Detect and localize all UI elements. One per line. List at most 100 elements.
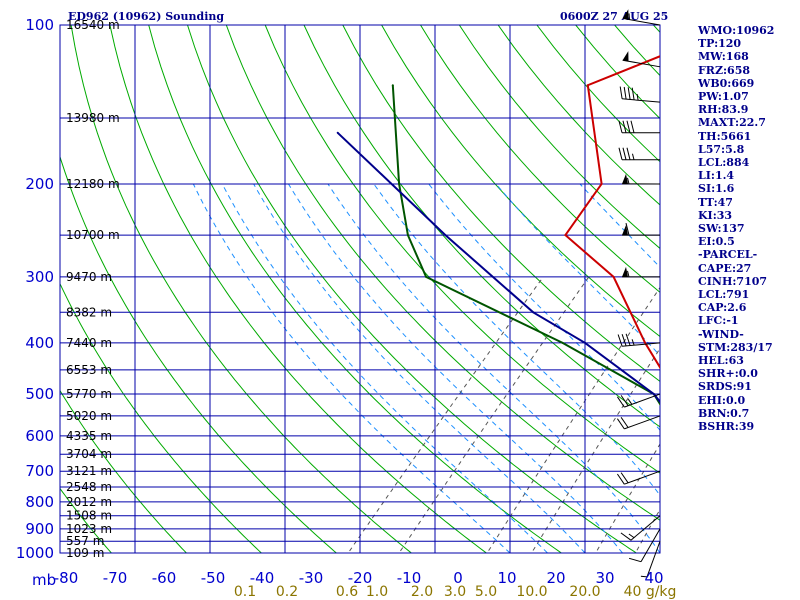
temperature-tick-label: -10 — [397, 569, 422, 587]
parameter-item: LCL:791 — [698, 288, 750, 302]
mixing-ratio-label: 2.0 — [411, 584, 433, 600]
parameter-item: BRN:0.7 — [698, 406, 750, 420]
temperature-line — [564, 55, 660, 370]
barb-pennant — [622, 51, 629, 62]
mixing-ratio-label: 10.0 — [516, 584, 547, 600]
height-label: 4335 m — [66, 429, 112, 443]
temperature-tick-label: -20 — [348, 569, 373, 587]
sounding-parameters: WMO:10962 TP:120 MW:168 FRZ:658 WB0:669 PW:1.… — [698, 24, 798, 433]
parameter-item: SI:1.6 — [698, 182, 735, 196]
temperature-tick-label: -30 — [299, 569, 324, 587]
barb-full — [626, 147, 631, 160]
dewpoint-point — [719, 515, 721, 517]
dry-adiabat — [187, 25, 638, 553]
dry-adiabat — [60, 487, 113, 553]
temperature-point — [600, 182, 603, 185]
dewpoint-line — [391, 85, 660, 406]
parcel-point — [718, 501, 720, 503]
wind-barb — [616, 470, 661, 485]
dewpoint-point — [561, 341, 564, 344]
temperature-tick-label: 40 — [644, 569, 663, 587]
height-label: 12180 m — [66, 177, 120, 191]
pressure-tick-label: 1000 — [16, 544, 54, 562]
mixing-ratio-label: 40 g/kg — [624, 584, 677, 600]
temperature-tick-label: 10 — [497, 569, 516, 587]
parcel-point — [766, 528, 768, 530]
parcel-point — [652, 393, 655, 396]
pressure-unit-label: mb — [32, 571, 56, 589]
dewpoint-point — [696, 470, 698, 472]
chart-title: ED962 (10962) Sounding — [68, 10, 225, 23]
height-label: 10700 m — [66, 228, 120, 242]
parcel-point — [686, 435, 688, 437]
pressure-tick-label: 500 — [25, 385, 54, 403]
wind-barb — [621, 173, 661, 185]
temperature-point — [644, 341, 647, 344]
chart-timestamp: 0600Z 27 AUG 25 — [560, 10, 669, 23]
parameter-item: -PARCEL- — [698, 248, 758, 262]
temperature-tick-label: -70 — [103, 569, 128, 587]
temperature-point — [675, 393, 677, 395]
moist-adiabat — [221, 183, 548, 553]
wind-barb — [622, 51, 661, 68]
temperature-point — [586, 84, 589, 87]
barb-full — [626, 120, 631, 133]
barb-full — [616, 396, 625, 408]
parameter-item: LI:1.4 — [698, 169, 735, 183]
parameter-item: L57:5.8 — [698, 142, 745, 156]
barb-full — [622, 147, 627, 160]
height-label: 7440 m — [66, 336, 112, 350]
barb-full — [619, 86, 623, 99]
parcel-point — [584, 341, 587, 344]
dry-adiabat — [420, 25, 660, 293]
height-label: 557 m — [66, 534, 104, 548]
temperature-tick-label: 0 — [453, 569, 463, 587]
parameter-item: PW:1.07 — [698, 90, 749, 104]
barb-full — [618, 147, 623, 160]
mixing-ratio-line — [595, 443, 660, 553]
barb-staff — [622, 17, 661, 26]
parameter-item: EI:0.5 — [698, 235, 735, 249]
parameter-item: CINH:7107 — [698, 274, 768, 288]
dry-adiabat — [60, 155, 338, 553]
wind-barb — [616, 393, 661, 408]
parameter-item: TT:47 — [698, 195, 733, 209]
wind-barb — [640, 541, 661, 578]
height-label: 3704 m — [66, 447, 112, 461]
parameter-item: WB0:669 — [698, 76, 755, 90]
barb-full — [620, 417, 629, 428]
wind-barb — [619, 86, 661, 103]
parameter-item: MAXT:22.7 — [698, 116, 766, 130]
temperature-tick-label: -60 — [152, 569, 177, 587]
temperature-tick-label: -40 — [250, 569, 275, 587]
wind-barb — [628, 528, 661, 563]
plot-frame — [59, 24, 661, 554]
parcel-point — [741, 515, 743, 517]
dry-adiabat — [70, 25, 413, 553]
barb-half — [636, 94, 639, 101]
mixing-ratio-label: 0.2 — [276, 584, 298, 600]
barb-half — [632, 153, 635, 160]
mixing-ratio-line — [486, 286, 660, 553]
wind-barb — [620, 515, 661, 541]
wind-barb — [616, 415, 661, 430]
temperature-point — [703, 470, 705, 472]
parameter-item: TP:120 — [698, 37, 742, 51]
temperature-tick-label: 30 — [595, 569, 614, 587]
wind-barb — [617, 333, 661, 347]
height-label: 109 m — [66, 546, 104, 560]
barb-full — [630, 120, 635, 133]
barb-full — [620, 532, 632, 541]
height-label: 5770 m — [66, 387, 112, 401]
dry-adiabat — [381, 25, 660, 338]
moist-adiabat — [287, 183, 623, 553]
barb-full — [616, 473, 625, 485]
pressure-tick-label: 900 — [25, 520, 54, 538]
height-label: 6553 m — [66, 363, 112, 377]
barb-staff — [640, 528, 661, 562]
barb-staff — [622, 342, 661, 347]
wind-barbs — [616, 9, 661, 578]
barb-staff — [622, 98, 661, 103]
barb-pennant — [622, 266, 628, 277]
height-label: 1023 m — [66, 522, 112, 536]
